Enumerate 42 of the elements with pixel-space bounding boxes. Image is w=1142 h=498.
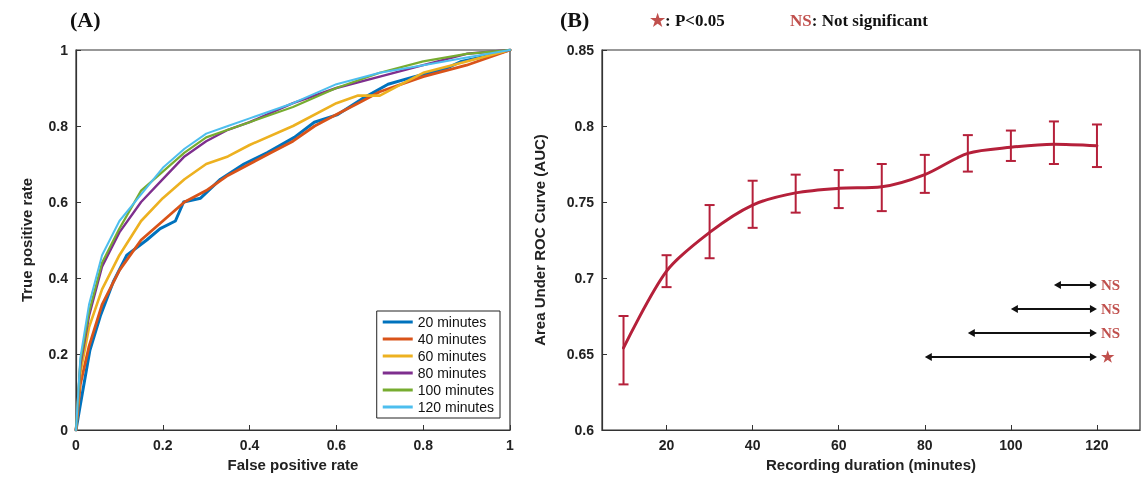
chart-title: (B) [560, 6, 590, 32]
x-tick-label: 0.2 [153, 437, 173, 453]
x-tick-label: 0 [72, 437, 81, 453]
x-tick-label: 40 [744, 437, 761, 453]
chart-title: (A) [70, 6, 101, 32]
x-tick-label: 20 [658, 437, 675, 453]
x-tick-label: 1 [506, 437, 515, 453]
x-tick-label: 0.4 [239, 437, 260, 453]
x-axis-title: Recording duration (minutes) [766, 455, 976, 473]
y-tick-label: 0.6 [574, 422, 595, 438]
x-tick-label: 0.6 [326, 437, 347, 453]
y-tick-label: 0.6 [48, 194, 69, 210]
annotation: ★ [1100, 349, 1115, 365]
x-tick-label: 0.8 [413, 437, 434, 453]
legend-label: 60 minutes [417, 348, 487, 364]
x-tick-label: 100 [999, 437, 1023, 453]
y-tick-label: 0.8 [574, 118, 595, 134]
y-tick-label: 1 [60, 42, 69, 58]
text: NS: Not significant [790, 11, 929, 30]
x-tick-label: 60 [830, 437, 847, 453]
x-axis-title: False positive rate [227, 455, 359, 473]
x-tick-label: 120 [1085, 437, 1109, 453]
annotation: NS [1100, 277, 1121, 293]
y-tick-label: 0.85 [566, 42, 595, 58]
text: ★: P<0.05 [650, 11, 725, 30]
y-tick-label: 0.8 [48, 118, 69, 134]
y-tick-label: 0.2 [48, 346, 69, 362]
y-axis-title: True positive rate [18, 177, 35, 303]
y-axis-title: Area Under ROC Curve (AUC) [531, 134, 548, 346]
legend-label: 80 minutes [417, 365, 487, 381]
y-tick-label: 0.4 [48, 270, 69, 286]
y-tick-label: 0 [60, 422, 69, 438]
annotation: NS [1100, 301, 1121, 317]
legend-label: 20 minutes [417, 314, 487, 330]
x-tick-label: 80 [917, 437, 933, 453]
legend-label: 120 minutes [417, 399, 495, 415]
annotation: NS [1100, 325, 1121, 341]
legend-label: 100 minutes [417, 382, 495, 398]
y-tick-label: 0.65 [566, 346, 595, 362]
y-tick-label: 0.7 [574, 270, 595, 286]
y-tick-label: 0.75 [566, 194, 595, 210]
legend-label: 40 minutes [417, 331, 487, 347]
